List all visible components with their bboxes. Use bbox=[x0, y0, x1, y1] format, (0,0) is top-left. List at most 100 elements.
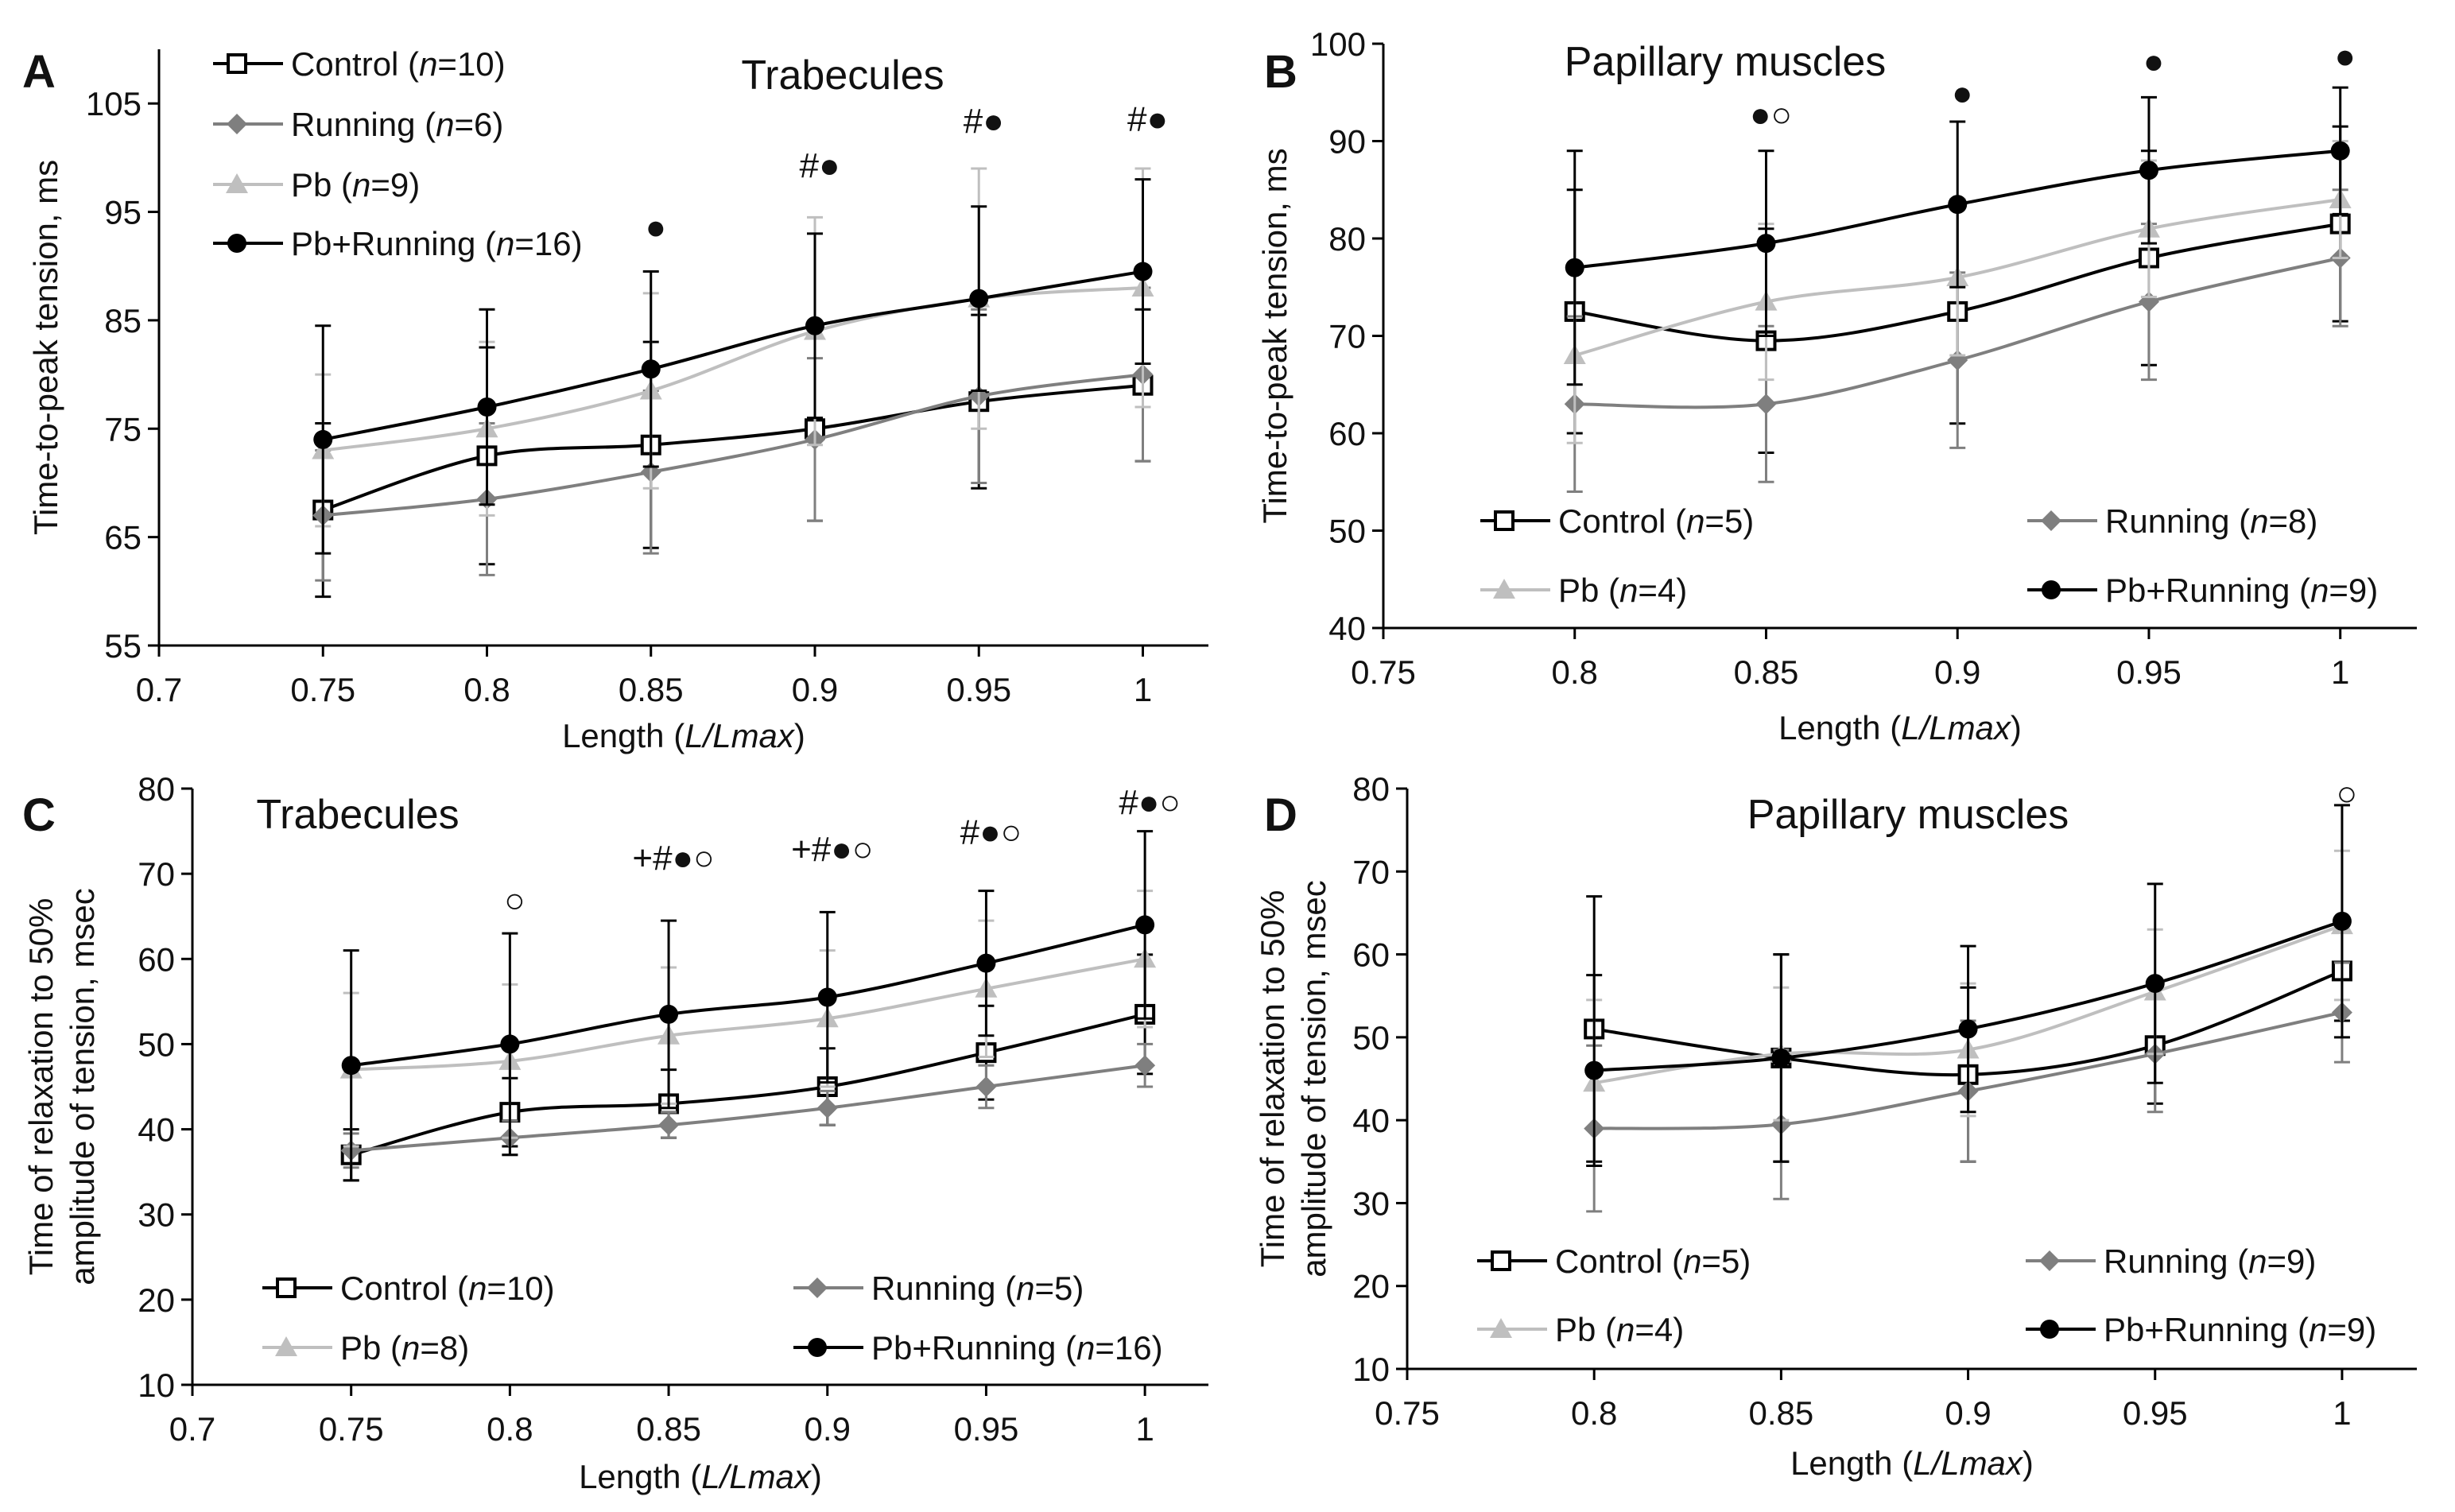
y-tick-label: 85 bbox=[104, 302, 142, 339]
legend-marker-diamond bbox=[807, 1277, 828, 1298]
chart-title: Papillary muscles bbox=[1565, 39, 1887, 85]
legend-entry-pb: Pb (n=8) bbox=[262, 1329, 469, 1367]
x-tick-label: 0.9 bbox=[1945, 1394, 1991, 1432]
legend-label: Control (n=10) bbox=[291, 45, 506, 83]
series-pb-running bbox=[1584, 804, 2352, 1167]
panel-letter: C bbox=[22, 789, 56, 841]
legend-marker-circle bbox=[2042, 580, 2061, 599]
data-point-circle bbox=[1948, 195, 1968, 215]
y-tick-label: 70 bbox=[138, 855, 175, 893]
x-tick-label: 0.95 bbox=[954, 1410, 1019, 1448]
y-axis-label: Time of relaxation to 50% bbox=[22, 898, 60, 1276]
data-point-diamond bbox=[658, 1115, 680, 1136]
y-tick-label: 70 bbox=[1352, 853, 1390, 890]
significance-label: #● bbox=[799, 146, 840, 185]
y-tick-label: 50 bbox=[1328, 513, 1366, 550]
x-axis-label-prefix: Length ( bbox=[1778, 709, 1901, 746]
legend-marker-square bbox=[276, 1277, 297, 1298]
legend-marker-circle bbox=[808, 1338, 827, 1357]
legend-label: Control (n=5) bbox=[1555, 1243, 1751, 1280]
legend-name: Pb+Running ( bbox=[871, 1329, 1076, 1367]
legend-n-symbol: n bbox=[1683, 1243, 1701, 1280]
legend-marker-circle bbox=[2040, 1320, 2059, 1339]
legend-entry-running: Running (n=5) bbox=[793, 1270, 1084, 1307]
series-pb-running bbox=[313, 178, 1153, 555]
data-point-diamond bbox=[975, 1076, 997, 1097]
x-tick-label: 0.85 bbox=[636, 1410, 701, 1448]
y-tick-label: 40 bbox=[138, 1111, 175, 1149]
x-tick-label: 0.8 bbox=[1571, 1394, 1617, 1432]
chart-panel-a: 55 65 75 85 95 105 0.7 0.75 0.8 0.85 0.9 0.95 1 Lengt… bbox=[22, 45, 1208, 754]
x-tick-label: 0.9 bbox=[1934, 653, 1980, 691]
legend-name: Pb+Running ( bbox=[2104, 1311, 2309, 1348]
legend-name: Control ( bbox=[1558, 502, 1686, 540]
legend-label: Control (n=10) bbox=[340, 1270, 555, 1307]
panel-letter: D bbox=[1264, 789, 1297, 841]
data-point-circle bbox=[2332, 911, 2352, 931]
data-point-circle bbox=[659, 1004, 679, 1024]
significance-label: ○ bbox=[504, 881, 526, 920]
legend-name: Running ( bbox=[291, 106, 436, 143]
legend-marker-triangle bbox=[1493, 579, 1515, 599]
significance-label: ● bbox=[2143, 42, 2165, 81]
legend-n-symbol: n bbox=[1076, 1329, 1095, 1367]
series-line bbox=[351, 923, 1146, 1068]
legend-entry-pb-running: Pb+Running (n=16) bbox=[213, 225, 583, 262]
legend-label: Pb (n=9) bbox=[291, 166, 420, 204]
legend-n-value: =10) bbox=[437, 45, 505, 83]
significance-label: #●○ bbox=[960, 813, 1022, 852]
chart-panel-b: 40 50 60 70 80 90 100 0.75 0.8 0.85 0.9 0.95 1 Length… bbox=[1256, 25, 2417, 746]
legend-marker-square bbox=[1491, 1250, 1511, 1271]
legend-n-symbol: n bbox=[1616, 1311, 1635, 1348]
legend-name: Pb+Running ( bbox=[291, 225, 496, 262]
chart-title: Trabecules bbox=[256, 792, 459, 838]
y-tick-label: 80 bbox=[1352, 770, 1390, 808]
data-point-circle bbox=[976, 953, 996, 973]
y-tick-label: 90 bbox=[1328, 123, 1366, 161]
data-point-circle bbox=[1133, 262, 1153, 281]
x-tick-label: 0.75 bbox=[1351, 653, 1416, 691]
legend-entry-control: Control (n=10) bbox=[262, 1270, 555, 1307]
chart-panel-c: 10 20 30 40 50 60 70 80 0.7 0.75 0.8 0.85 0.9 0.95 1 Le… bbox=[22, 770, 1208, 1495]
significance-label: +#●○ bbox=[632, 839, 714, 878]
legend-label: Pb+Running (n=9) bbox=[2105, 572, 2378, 609]
legend-n-symbol: n bbox=[1619, 572, 1638, 609]
legend-name: Pb ( bbox=[1558, 572, 1619, 609]
legend-marker-square bbox=[1494, 510, 1514, 531]
x-axis-label-italic: L/Lmax bbox=[685, 717, 796, 754]
legend-n-value: =9) bbox=[2329, 572, 2378, 609]
significance-label: +#●○ bbox=[791, 830, 873, 869]
legend-entry-control: Control (n=5) bbox=[1477, 1243, 1751, 1280]
data-point-circle bbox=[969, 289, 989, 308]
x-tick-label: 0.95 bbox=[2116, 653, 2182, 691]
x-tick-label: 0.85 bbox=[619, 671, 684, 708]
x-axis-label-italic: L/Lmax bbox=[1913, 1444, 2024, 1482]
series-control bbox=[340, 953, 1156, 1182]
legend-n-symbol: n bbox=[436, 106, 454, 143]
series-line bbox=[322, 286, 1143, 452]
legend-name: Pb ( bbox=[1555, 1311, 1616, 1348]
legend-n-value: =9) bbox=[2267, 1243, 2316, 1280]
y-tick-label: 60 bbox=[138, 940, 175, 978]
panel-letter: A bbox=[22, 46, 56, 98]
y-axis-label: Time-to-peak tension, ms bbox=[1256, 148, 1293, 523]
legend-n-value: =5) bbox=[1705, 502, 1754, 540]
legend-n-symbol: n bbox=[496, 225, 514, 262]
legend-name: Running ( bbox=[2104, 1243, 2248, 1280]
y-tick-label: 30 bbox=[138, 1196, 175, 1234]
y-axis-label: Time of relaxation to 50% bbox=[1254, 890, 1291, 1268]
legend-label: Pb+Running (n=16) bbox=[871, 1329, 1163, 1367]
data-point-circle bbox=[2145, 974, 2165, 994]
legend-entry-running: Running (n=6) bbox=[213, 106, 503, 143]
y-tick-label: 50 bbox=[138, 1025, 175, 1063]
data-point-circle bbox=[2139, 161, 2158, 180]
significance-label: #● bbox=[964, 102, 1004, 141]
legend-entry-control: Control (n=5) bbox=[1480, 502, 1754, 540]
y-tick-label: 60 bbox=[1328, 415, 1366, 452]
legend-marker-square bbox=[227, 53, 247, 74]
data-point-diamond bbox=[816, 1097, 838, 1118]
x-tick-label: 0.75 bbox=[1375, 1394, 1440, 1432]
legend-n-symbol: n bbox=[1016, 1270, 1034, 1307]
series-line bbox=[322, 383, 1143, 512]
legend-marker-triangle bbox=[226, 173, 248, 193]
